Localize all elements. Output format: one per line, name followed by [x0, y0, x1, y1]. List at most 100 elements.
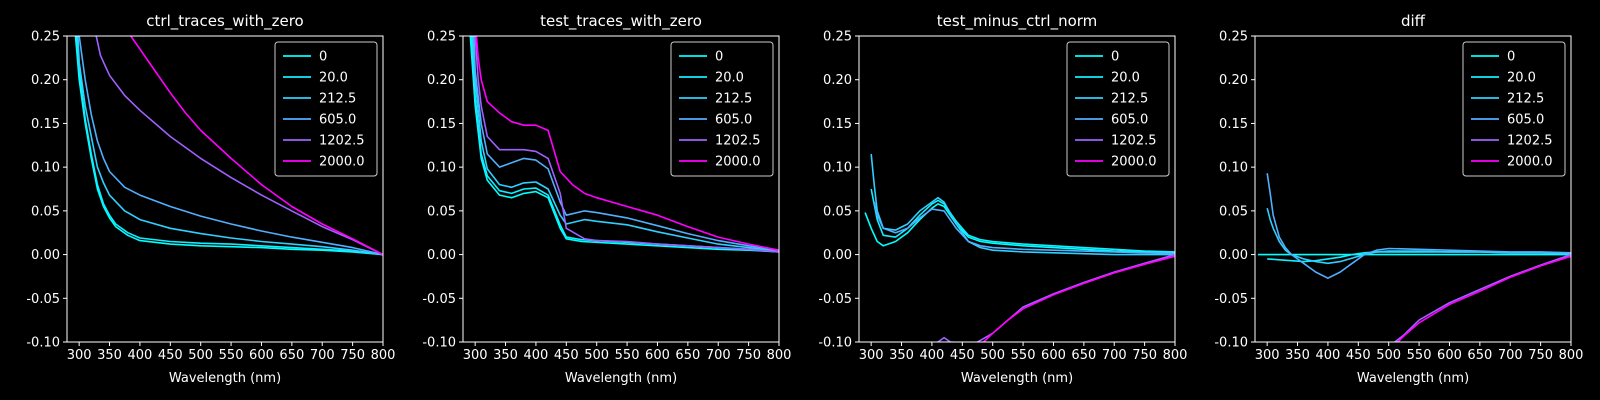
x-tick-label: 550 — [1407, 348, 1432, 363]
legend: 0 20.0 212.5 605.0 1202.5 2000.0 — [670, 41, 774, 177]
x-tick-label: 400 — [128, 348, 153, 363]
y-tick-label: 0.15 — [823, 117, 852, 132]
y-tick-label: 0.15 — [31, 117, 60, 132]
x-tick-label: 550 — [219, 348, 244, 363]
axes-frame — [858, 35, 1176, 343]
y-tick-label: 0.20 — [1219, 73, 1248, 88]
legend-entry: 605.0 — [715, 113, 752, 128]
legend: 0 20.0 212.5 605.0 1202.5 2000.0 — [1462, 41, 1566, 177]
x-tick-label: 450 — [950, 348, 975, 363]
chart-title: test_traces_with_zero — [540, 12, 702, 31]
chart-title: ctrl_traces_with_zero — [146, 12, 303, 31]
legend-entry: 212.5 — [1111, 92, 1148, 107]
y-tick-label: -0.05 — [1214, 292, 1248, 307]
y-tick-label: 0.10 — [427, 161, 456, 176]
y-tick-label: 0.05 — [823, 204, 852, 219]
series-line-6 — [475, 36, 779, 251]
series-line-5 — [474, 36, 779, 253]
x-tick-label: 300 — [463, 348, 488, 363]
chart-title: diff — [1401, 12, 1426, 30]
x-tick-label: 500 — [584, 348, 609, 363]
legend-box — [670, 41, 774, 177]
chart-panel-2: 300 350 400 450 500 550 600 650 700 750 800 -0.10 -0… — [422, 12, 791, 386]
y-tick-label: 0.05 — [31, 204, 60, 219]
x-tick-label: 800 — [371, 348, 396, 363]
x-tick-label: 700 — [1102, 348, 1127, 363]
x-tick-label: 600 — [1041, 348, 1066, 363]
x-tick-label: 350 — [493, 348, 518, 363]
x-axis-label: Wavelength (nm) — [565, 371, 677, 386]
legend-entry: 2000.0 — [715, 155, 761, 170]
x-tick-label: 750 — [1528, 348, 1553, 363]
x-tick-label: 450 — [1346, 348, 1371, 363]
legend-entry: 0 — [1507, 50, 1515, 65]
y-tick-label: -0.05 — [26, 292, 60, 307]
series-line-5 — [937, 253, 1175, 342]
x-tick-label: 550 — [615, 348, 640, 363]
x-tick-label: 650 — [1467, 348, 1492, 363]
series-line-3 — [471, 36, 779, 252]
y-tick-label: 0.05 — [427, 204, 456, 219]
series-line-2 — [75, 36, 383, 256]
x-tick-label: 300 — [1255, 348, 1280, 363]
x-tick-label: 800 — [1163, 348, 1188, 363]
x-tick-label: 600 — [249, 348, 274, 363]
y-tick-label: 0.20 — [427, 73, 456, 88]
y-tick-label: 0.15 — [427, 117, 456, 132]
series-line-3 — [77, 36, 383, 256]
y-tick-label: 0.15 — [1219, 117, 1248, 132]
x-tick-label: 300 — [67, 348, 92, 363]
y-tick-label: -0.10 — [1214, 336, 1248, 351]
series-line-3 — [1266, 207, 1571, 265]
y-tick-label: -0.10 — [422, 336, 456, 351]
axes-frame — [1254, 35, 1572, 343]
chart-panel-1: 300 350 400 450 500 550 600 650 700 750 800 -0.10 -0… — [26, 12, 395, 386]
series-group — [1258, 173, 1571, 342]
chart-panel-4: 300 350 400 450 500 550 600 650 700 750 800 -0.10 -0… — [1214, 12, 1583, 386]
x-tick-label: 400 — [1316, 348, 1341, 363]
legend-entry: 20.0 — [715, 71, 744, 86]
x-tick-label: 650 — [1071, 348, 1096, 363]
axes-frame — [462, 35, 780, 343]
legend: 0 20.0 212.5 605.0 1202.5 2000.0 — [274, 41, 378, 177]
legend-entry: 605.0 — [1111, 113, 1148, 128]
x-tick-label: 700 — [706, 348, 731, 363]
legend-entry: 0 — [1111, 50, 1119, 65]
legend-entry: 2000.0 — [319, 155, 365, 170]
x-tick-label: 400 — [524, 348, 549, 363]
x-tick-label: 500 — [188, 348, 213, 363]
x-tick-label: 750 — [1132, 348, 1157, 363]
legend-box — [274, 41, 378, 177]
legend-entry: 1202.5 — [1507, 134, 1553, 149]
series-group — [864, 153, 1175, 342]
legend-entry: 1202.5 — [715, 134, 761, 149]
legend-entry: 1202.5 — [1111, 134, 1157, 149]
legend-entry: 212.5 — [715, 92, 752, 107]
legend-entry: 20.0 — [1111, 71, 1140, 86]
x-axis-label: Wavelength (nm) — [961, 371, 1073, 386]
legend-entry: 605.0 — [1507, 113, 1544, 128]
series-line-6 — [983, 255, 1175, 342]
legend-entry: 212.5 — [319, 92, 356, 107]
x-tick-label: 600 — [1437, 348, 1462, 363]
x-axis-label: Wavelength (nm) — [169, 371, 281, 386]
x-tick-label: 400 — [920, 348, 945, 363]
y-tick-label: 0.20 — [31, 73, 60, 88]
y-tick-label: 0.00 — [1219, 248, 1248, 263]
chart-panel-3: 300 350 400 450 500 550 600 650 700 750 800 -0.10 -0… — [818, 12, 1187, 386]
y-tick-label: 0.00 — [31, 248, 60, 263]
x-tick-label: 800 — [767, 348, 792, 363]
x-tick-label: 700 — [1498, 348, 1523, 363]
x-tick-label: 550 — [1011, 348, 1036, 363]
series-line-4 — [473, 36, 779, 251]
y-tick-label: -0.10 — [26, 336, 60, 351]
x-axis-label: Wavelength (nm) — [1357, 371, 1469, 386]
y-tick-label: 0.00 — [823, 248, 852, 263]
y-tick-label: 0.10 — [823, 161, 852, 176]
series-line-2 — [870, 188, 1175, 253]
y-tick-label: -0.05 — [422, 292, 456, 307]
x-tick-label: 600 — [645, 348, 670, 363]
series-group — [74, 36, 383, 256]
y-tick-label: 0.20 — [823, 73, 852, 88]
